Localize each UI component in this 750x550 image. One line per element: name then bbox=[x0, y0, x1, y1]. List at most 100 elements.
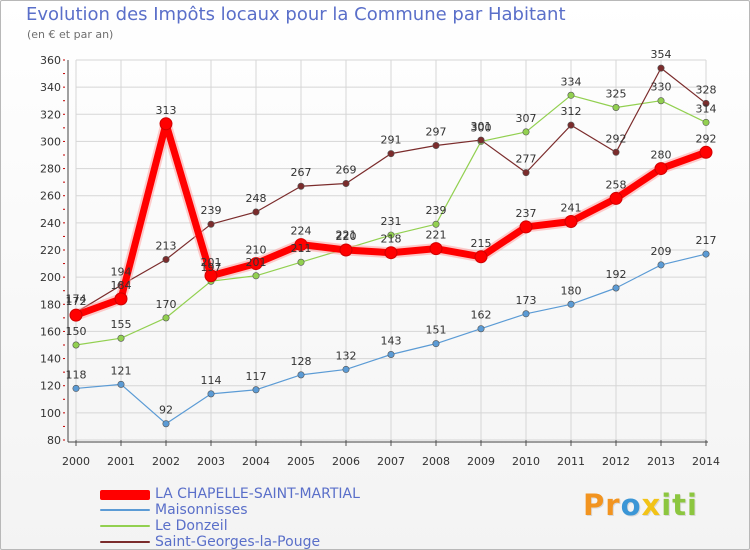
data-label: 92 bbox=[159, 404, 173, 417]
data-label: 221 bbox=[336, 229, 357, 242]
data-point bbox=[612, 284, 620, 292]
data-label: 143 bbox=[381, 335, 402, 348]
y-tick-label: 300 bbox=[40, 135, 61, 148]
chart-title: Evolution des Impôts locaux pour la Comm… bbox=[26, 4, 566, 25]
x-tick-label: 2011 bbox=[557, 455, 585, 468]
data-point bbox=[294, 238, 308, 252]
legend-label: Saint-Georges-la-Pouge bbox=[155, 534, 321, 550]
data-point bbox=[654, 162, 668, 176]
data-label: 334 bbox=[561, 75, 582, 88]
y-tick-label: 260 bbox=[40, 190, 61, 203]
data-label: 173 bbox=[516, 294, 537, 307]
legend-label: LA CHAPELLE-SAINT-MARTIAL bbox=[155, 486, 360, 502]
data-label: 248 bbox=[246, 192, 267, 205]
data-label: 269 bbox=[336, 164, 357, 177]
data-label: 155 bbox=[111, 318, 132, 331]
data-point bbox=[477, 325, 485, 333]
y-tick-label: 340 bbox=[40, 81, 61, 94]
x-tick-label: 2002 bbox=[152, 455, 180, 468]
data-point bbox=[159, 117, 173, 131]
x-tick-label: 2013 bbox=[647, 455, 675, 468]
data-label: 328 bbox=[696, 83, 717, 96]
data-label: 180 bbox=[561, 284, 582, 297]
x-tick-label: 2007 bbox=[377, 455, 405, 468]
x-tick-label: 2010 bbox=[512, 455, 540, 468]
data-label: 217 bbox=[696, 234, 717, 247]
x-tick-label: 2001 bbox=[107, 455, 135, 468]
data-label: 300 bbox=[471, 121, 492, 134]
data-point bbox=[297, 258, 305, 266]
data-label: 292 bbox=[696, 132, 717, 145]
data-point bbox=[342, 180, 350, 188]
data-label: 267 bbox=[291, 166, 312, 179]
data-point bbox=[702, 118, 710, 126]
y-tick-label: 140 bbox=[40, 353, 61, 366]
data-label: 220 bbox=[336, 230, 357, 243]
data-label: 314 bbox=[696, 102, 717, 115]
legend-swatch bbox=[100, 525, 150, 527]
data-label: 237 bbox=[516, 207, 537, 220]
data-label: 194 bbox=[111, 265, 132, 278]
data-point bbox=[522, 310, 530, 318]
data-label: 192 bbox=[606, 268, 627, 281]
x-tick-label: 2004 bbox=[242, 455, 270, 468]
data-point bbox=[567, 121, 575, 129]
data-point bbox=[252, 208, 260, 216]
data-point bbox=[477, 136, 485, 144]
data-label: 213 bbox=[156, 240, 177, 253]
data-label: 201 bbox=[246, 256, 267, 269]
y-tick-label: 320 bbox=[40, 108, 61, 121]
data-label: 291 bbox=[381, 134, 402, 147]
data-label: 297 bbox=[426, 126, 447, 139]
data-point bbox=[297, 182, 305, 190]
data-label: 258 bbox=[606, 178, 627, 191]
data-point bbox=[387, 350, 395, 358]
data-point bbox=[207, 390, 215, 398]
data-point bbox=[657, 261, 665, 269]
data-label: 218 bbox=[381, 233, 402, 246]
proxiti-logo: Proxiti bbox=[583, 488, 698, 522]
data-point bbox=[702, 250, 710, 258]
data-label: 172 bbox=[66, 295, 87, 308]
data-label: 307 bbox=[516, 112, 537, 125]
data-point bbox=[432, 142, 440, 150]
data-point bbox=[474, 250, 488, 264]
data-label: 239 bbox=[201, 204, 222, 217]
data-point bbox=[297, 371, 305, 379]
legend-swatch bbox=[100, 490, 150, 500]
data-point bbox=[384, 246, 398, 260]
data-point bbox=[249, 257, 263, 271]
x-tick-label: 2000 bbox=[62, 455, 90, 468]
data-point bbox=[387, 150, 395, 158]
data-point bbox=[162, 255, 170, 263]
data-point bbox=[117, 334, 125, 342]
data-label: 313 bbox=[156, 104, 177, 117]
data-label: 354 bbox=[651, 48, 672, 61]
y-tick-label: 220 bbox=[40, 244, 61, 257]
data-point bbox=[339, 243, 353, 257]
data-label: 221 bbox=[426, 229, 447, 242]
chart-subtitle: (en € et par an) bbox=[27, 28, 114, 41]
data-label: 128 bbox=[291, 355, 312, 368]
data-point bbox=[564, 215, 578, 228]
x-tick-label: 2006 bbox=[332, 455, 360, 468]
data-label: 162 bbox=[471, 309, 492, 322]
data-label: 121 bbox=[111, 364, 132, 377]
data-label: 210 bbox=[246, 244, 267, 257]
data-label: 241 bbox=[561, 202, 582, 215]
data-point bbox=[114, 292, 128, 306]
data-label: 132 bbox=[336, 349, 357, 362]
data-label: 330 bbox=[651, 81, 672, 94]
data-label: 114 bbox=[201, 374, 222, 387]
y-tick-label: 160 bbox=[40, 325, 61, 338]
data-label: 231 bbox=[381, 215, 402, 228]
data-point bbox=[567, 300, 575, 308]
data-label: 170 bbox=[156, 298, 177, 311]
legend-swatch bbox=[100, 509, 150, 511]
data-point bbox=[609, 191, 623, 205]
y-tick-label: 80 bbox=[47, 434, 61, 447]
data-label: 292 bbox=[606, 132, 627, 145]
x-tick-label: 2003 bbox=[197, 455, 225, 468]
data-point bbox=[519, 220, 533, 234]
